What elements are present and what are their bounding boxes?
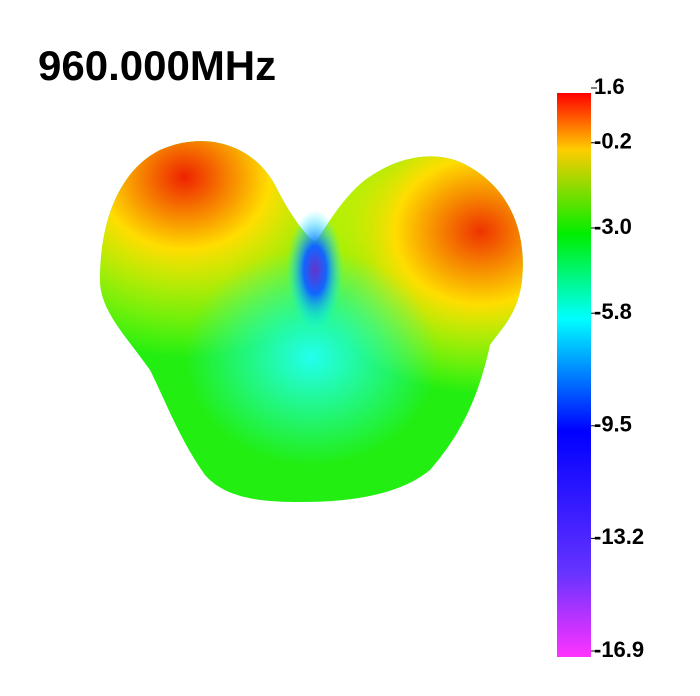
pattern-surface <box>100 141 523 502</box>
colorbar-tick-label: -5.8 <box>594 299 632 324</box>
colorbar <box>557 93 591 657</box>
colorbar-tick-label: -16.9 <box>594 637 644 662</box>
colorbar-tick-label: -13.2 <box>594 524 644 549</box>
chart-title: 960.000MHz <box>38 42 276 89</box>
colorbar-tick-label: -9.5 <box>594 412 632 437</box>
colorbar-tick-label: -3.0 <box>594 214 632 239</box>
colorbar-tick-label: 1.6 <box>594 74 625 99</box>
colorbar-tick-label: -0.2 <box>594 129 632 154</box>
